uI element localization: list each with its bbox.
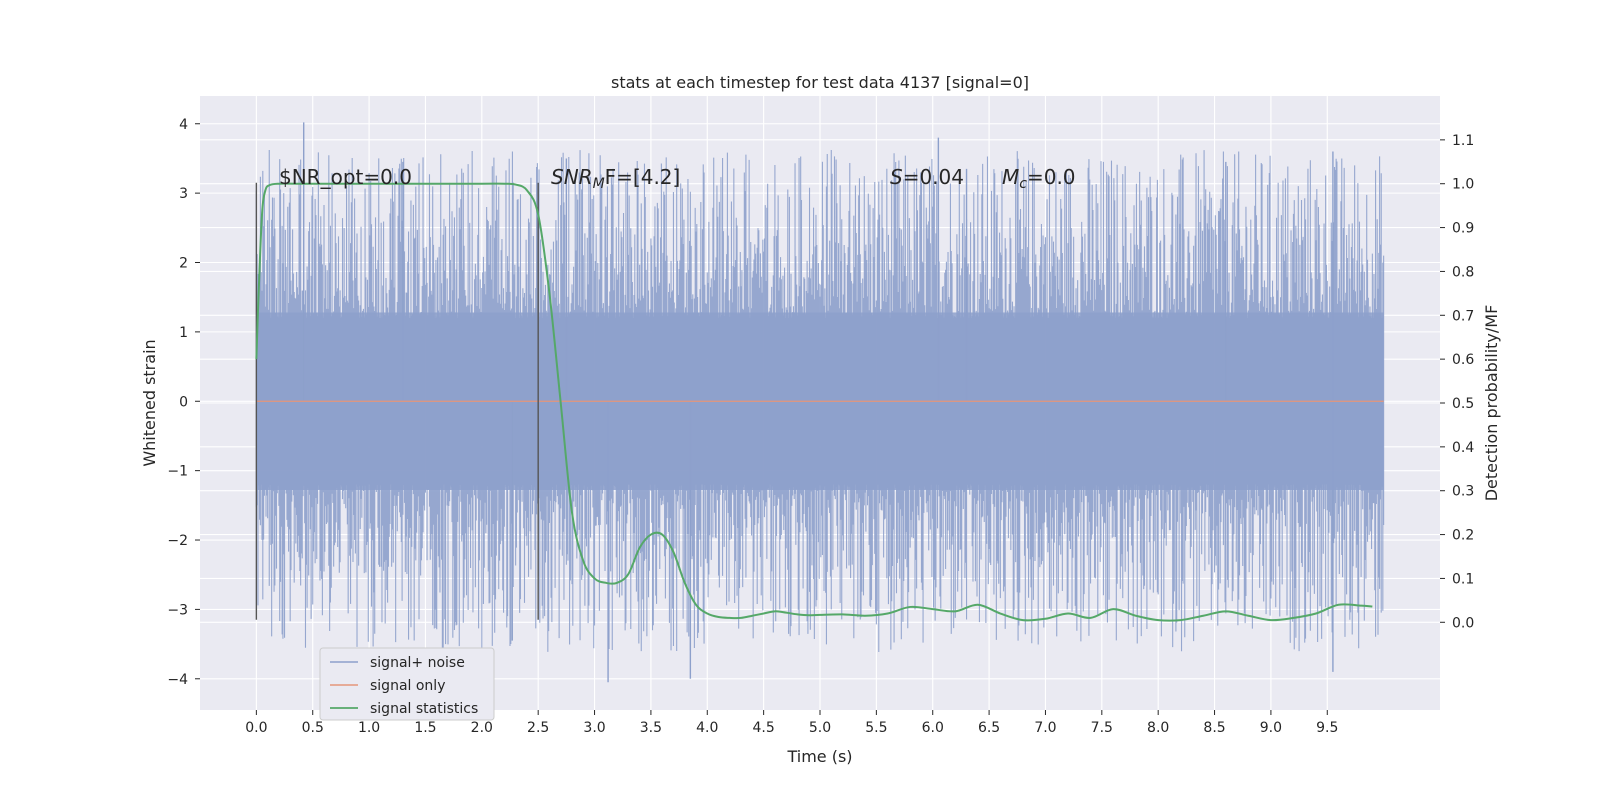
y-right-tick-label: 0.9 [1452, 221, 1474, 237]
x-tick-label: 5.0 [809, 720, 831, 736]
vertical-markers [255, 182, 539, 620]
y-left-tick-label: 2 [179, 256, 188, 272]
legend-box [319, 647, 495, 721]
x-tick-label: 9.5 [1316, 720, 1338, 736]
x-tick-label: 4.5 [753, 720, 775, 736]
annotation-snr-mf-main: SNR [551, 165, 593, 189]
legend-label-signal-only: signal only [370, 678, 445, 694]
annotation-s: S=0.04 [890, 165, 964, 189]
x-tick-label: 8.0 [1147, 720, 1169, 736]
y-right-tick-label: 0.5 [1452, 396, 1474, 412]
annotation-s-rest: =0.04 [903, 165, 964, 189]
y-left-tick-label: −3 [167, 602, 188, 618]
annotation-snr-mf: SNRMF=[4.2] [551, 165, 680, 192]
y-right-tick-label: 1.0 [1452, 177, 1474, 193]
y-left-tick-label: −4 [167, 672, 188, 688]
y-right-tick-label: 0.1 [1452, 571, 1474, 587]
x-tick-label: 8.5 [1203, 720, 1225, 736]
annotation-snr-opt: $NR_opt=0.0 [279, 165, 412, 189]
legend-label-signal-noise: signal+ noise [370, 655, 465, 671]
annotation-mc-main: M [1002, 165, 1019, 189]
series-signal-statistics [255, 182, 1373, 622]
y-right-tick-label: 0.8 [1452, 264, 1474, 280]
signal-statistics-line [255, 182, 1373, 622]
x-tick-label: 1.0 [358, 720, 380, 736]
y-right-tick-label: 0.3 [1452, 484, 1474, 500]
y-axis-left-label: Whitened strain [140, 339, 159, 466]
annotation-s-main: S [890, 165, 903, 189]
y-left-tick-label: −1 [167, 464, 188, 480]
x-tick-label: 0.0 [245, 720, 267, 736]
chart-title: stats at each timestep for test data 413… [611, 73, 1029, 92]
y-left-tick-label: 1 [179, 325, 188, 341]
y-right-tick-label: 1.1 [1452, 133, 1474, 149]
y-right-tick-label: 0.0 [1452, 615, 1474, 631]
annotation-snr-mf-sub: M [593, 176, 605, 192]
x-tick-label: 7.5 [1091, 720, 1113, 736]
x-tick-label: 3.5 [640, 720, 662, 736]
x-tick-label: 0.5 [302, 720, 324, 736]
y-right-tick-label: 0.6 [1452, 352, 1474, 368]
x-tick-label: 4.0 [696, 720, 718, 736]
y-axis-right-label: Detection probability/MF [1482, 305, 1501, 502]
annotation-snr-mf-rest: F=[4.2] [605, 165, 681, 189]
y-right-tick-label: 0.2 [1452, 528, 1474, 544]
y-left-tick-label: 4 [179, 117, 188, 133]
y-left-tick-label: 0 [179, 394, 188, 410]
annotation-mc: Mc=0.0 [1002, 165, 1076, 192]
x-tick-label: 2.5 [527, 720, 549, 736]
x-tick-label: 5.5 [865, 720, 887, 736]
x-tick-label: 1.5 [414, 720, 436, 736]
x-tick-label: 3.0 [583, 720, 605, 736]
x-tick-label: 6.0 [922, 720, 944, 736]
annotation-mc-sub: c [1019, 176, 1027, 192]
y-right-tick-label: 0.4 [1452, 440, 1474, 456]
legend-label-signal-statistics: signal statistics [370, 701, 478, 717]
legend: signal+ noise signal only signal statist… [319, 647, 495, 721]
axis-ticks: 0.0 0.5 1.0 1.5 2.0 2.5 3.0 3.5 4.0 4.5 5.0 5.5 6.0 6… [167, 117, 1474, 736]
y-left-tick-label: −2 [167, 533, 188, 549]
x-tick-label: 7.0 [1034, 720, 1056, 736]
x-tick-label: 9.0 [1260, 720, 1282, 736]
x-tick-label: 2.0 [471, 720, 493, 736]
x-tick-label: 6.5 [978, 720, 1000, 736]
y-right-tick-label: 0.7 [1452, 308, 1474, 324]
y-left-tick-label: 3 [179, 186, 188, 202]
x-axis-label: Time (s) [786, 747, 852, 766]
annotation-mc-rest: =0.0 [1027, 165, 1076, 189]
